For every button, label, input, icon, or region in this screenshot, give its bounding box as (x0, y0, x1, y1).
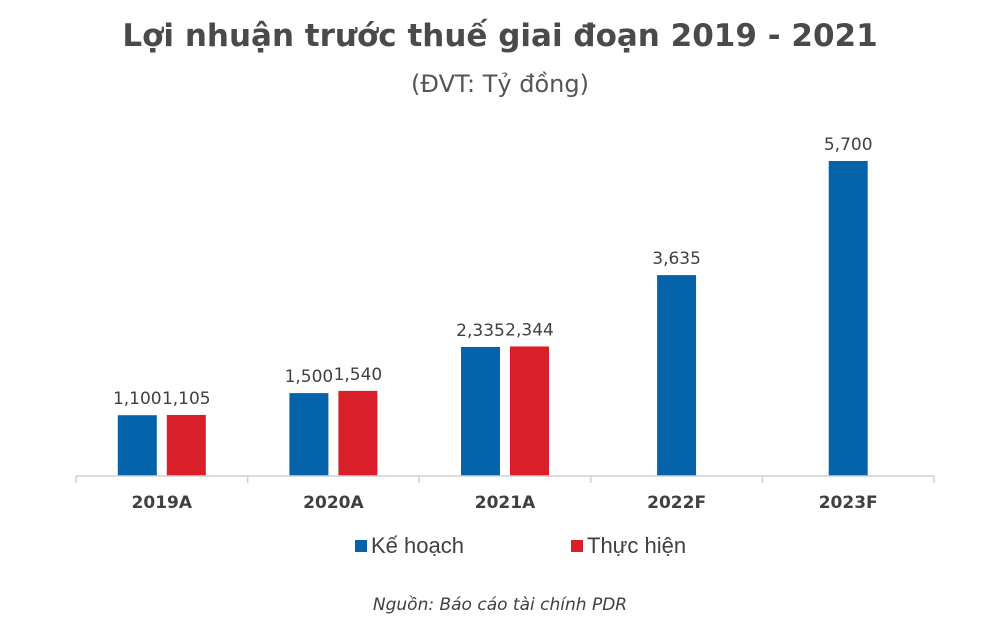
bars-group (117, 161, 868, 476)
chart-subtitle: (ĐVT: Tỷ đồng) (411, 70, 589, 98)
category-label-2022F: 2022F (647, 493, 706, 513)
value-label-2022F-ke-hoach: 3,635 (652, 249, 701, 269)
bar-2019A-ke-hoach (117, 415, 157, 476)
bar-2020A-thuc-hien (338, 390, 378, 476)
value-label-2023F-ke-hoach: 5,700 (824, 135, 873, 155)
chart-title: Lợi nhuận trước thuế giai đoạn 2019 - 20… (122, 18, 878, 54)
value-label-2019A-thuc-hien: 1,105 (162, 389, 211, 409)
value-label-2020A-ke-hoach: 1,500 (285, 367, 334, 387)
x-axis (75, 475, 935, 483)
bar-2020A-ke-hoach (289, 393, 329, 476)
value-label-2019A-ke-hoach: 1,100 (113, 389, 162, 409)
legend-swatch-thuc-hien (571, 540, 583, 552)
category-label-2020A: 2020A (303, 493, 364, 513)
legend-label-ke-hoach: Kế hoạch (371, 533, 464, 558)
bar-2023F-ke-hoach (828, 161, 868, 476)
value-label-2020A-thuc-hien: 1,540 (334, 365, 383, 385)
category-label-2019A: 2019A (132, 493, 193, 513)
value-label-2021A-thuc-hien: 2,344 (505, 320, 554, 340)
bar-2021A-thuc-hien (510, 346, 549, 476)
source-note: Nguồn: Báo cáo tài chính PDR (372, 595, 628, 615)
legend-item-thuc-hien: Thực hiện (571, 533, 686, 559)
bar-2019A-thuc-hien (166, 414, 206, 476)
value-labels-group: 1,100 1,105 1,500 1,540 2,335 2,344 3,635 5,700 (113, 135, 873, 409)
category-label-2021A: 2021A (475, 493, 536, 513)
legend-item-ke-hoach: Kế hoạch (355, 533, 464, 559)
category-label-2023F: 2023F (819, 493, 878, 513)
bar-2022F-ke-hoach (657, 275, 697, 476)
legend: Kế hoạch Thực hiện (0, 533, 1000, 561)
legend-swatch-ke-hoach (355, 540, 367, 552)
legend-label-thuc-hien: Thực hiện (587, 533, 687, 558)
bar-2021A-ke-hoach (461, 346, 500, 476)
category-labels-group: 2019A 2020A 2021A 2022F 2023F (132, 493, 878, 513)
value-label-2021A-ke-hoach: 2,335 (456, 321, 505, 341)
